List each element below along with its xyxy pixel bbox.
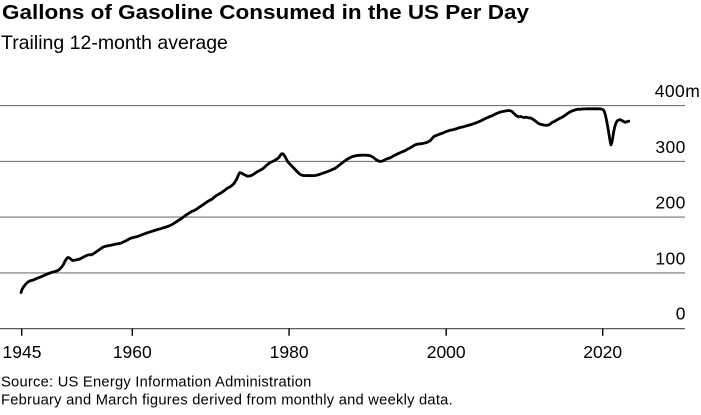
- svg-text:2000: 2000: [427, 342, 466, 362]
- svg-text:200: 200: [655, 193, 685, 213]
- svg-text:Trailing 12-month average: Trailing 12-month average: [1, 32, 228, 54]
- svg-text:2020: 2020: [583, 342, 622, 362]
- svg-text:400m: 400m: [655, 81, 700, 101]
- svg-text:1980: 1980: [270, 342, 309, 362]
- svg-text:1945: 1945: [3, 342, 42, 362]
- svg-text:February and March figures der: February and March figures derived from …: [1, 392, 453, 408]
- svg-text:Gallons of Gasoline Consumed i: Gallons of Gasoline Consumed in the US P…: [2, 1, 530, 24]
- svg-text:0: 0: [676, 304, 686, 324]
- svg-text:1960: 1960: [113, 342, 152, 362]
- svg-text:100: 100: [655, 248, 685, 268]
- svg-text:300: 300: [655, 137, 685, 157]
- svg-text:Source: US Energy Information: Source: US Energy Information Administra…: [1, 375, 312, 391]
